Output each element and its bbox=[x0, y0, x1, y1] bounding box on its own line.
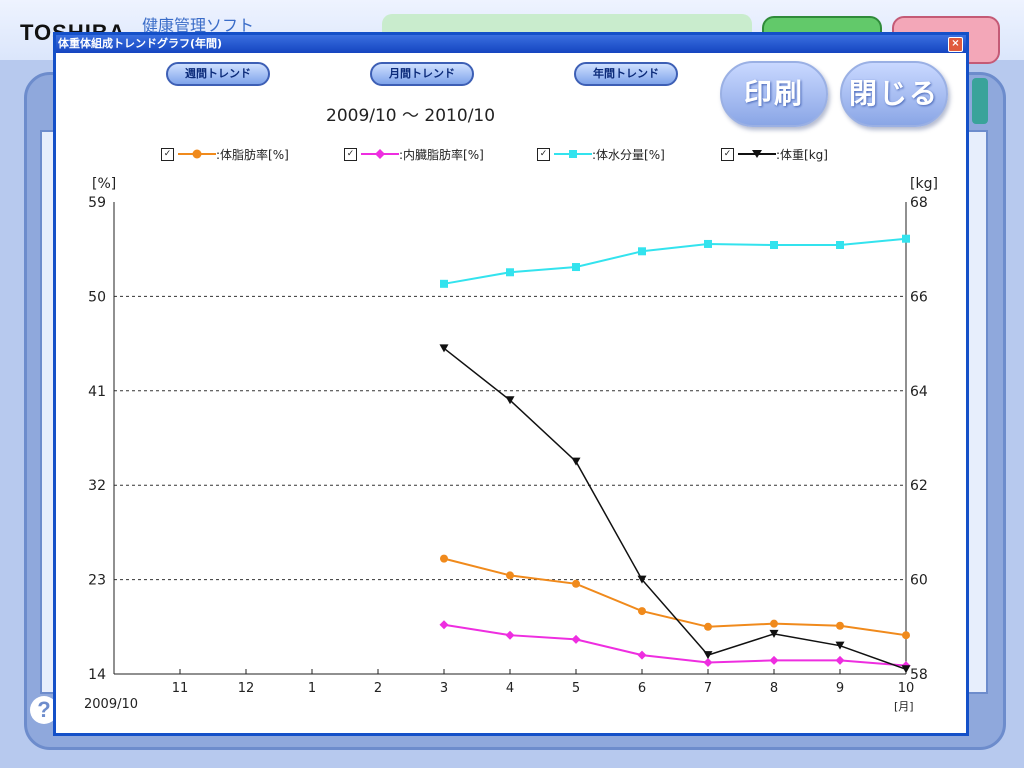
data-point bbox=[704, 622, 712, 631]
data-point bbox=[770, 619, 778, 628]
x-start-label: 2009/10 bbox=[84, 697, 138, 712]
data-point bbox=[835, 641, 845, 650]
data-point bbox=[637, 650, 647, 660]
y-right-tick-label: 66 bbox=[910, 289, 928, 305]
series-line bbox=[443, 347, 907, 670]
data-point bbox=[901, 665, 911, 674]
close-icon[interactable]: × bbox=[948, 37, 963, 52]
data-point bbox=[703, 651, 713, 660]
data-point bbox=[571, 634, 581, 644]
x-tick-label: 5 bbox=[572, 681, 580, 696]
dialog-titlebar: 体重体組成トレンドグラフ(年間) × bbox=[56, 35, 966, 53]
data-point bbox=[703, 657, 713, 667]
x-tick-label: 12 bbox=[238, 681, 255, 696]
y-left-tick-label: 59 bbox=[88, 195, 106, 211]
y-right-tick-label: 58 bbox=[910, 667, 928, 683]
y-left-unit: [%] bbox=[92, 176, 116, 192]
x-tick-label: 6 bbox=[638, 681, 646, 696]
data-point bbox=[902, 631, 910, 640]
data-point bbox=[769, 655, 779, 665]
data-point bbox=[902, 234, 910, 243]
data-point bbox=[572, 263, 580, 272]
data-point bbox=[505, 396, 515, 405]
x-tick-label: 1 bbox=[308, 681, 316, 696]
monthly-trend-button[interactable]: 月間トレンド bbox=[370, 62, 474, 86]
legend-marker-body-water bbox=[554, 150, 592, 158]
y-right-tick-label: 60 bbox=[910, 573, 928, 589]
dialog-title: 体重体組成トレンドグラフ(年間) bbox=[58, 37, 223, 50]
checkbox-body-water[interactable]: ✓ bbox=[537, 147, 550, 161]
y-right-tick-label: 64 bbox=[910, 384, 928, 400]
x-tick-label: 3 bbox=[440, 681, 448, 696]
x-tick-label: 9 bbox=[836, 681, 844, 696]
legend-label-body-water: :体水分量[%] bbox=[592, 147, 665, 162]
y-left-tick-label: 50 bbox=[88, 289, 106, 305]
print-button[interactable]: 印刷 bbox=[720, 61, 828, 127]
data-point bbox=[835, 655, 845, 665]
x-tick-label: 10 bbox=[898, 681, 915, 696]
data-point bbox=[439, 620, 449, 630]
data-point bbox=[770, 241, 778, 250]
data-point bbox=[638, 247, 646, 256]
x-unit-label: [月] bbox=[894, 700, 914, 713]
data-point bbox=[836, 621, 844, 630]
data-point bbox=[505, 630, 515, 640]
data-point bbox=[836, 241, 844, 250]
x-tick-label: 8 bbox=[770, 681, 778, 696]
data-point bbox=[506, 571, 514, 580]
y-left-tick-label: 23 bbox=[88, 573, 106, 589]
trend-graph-dialog: 体重体組成トレンドグラフ(年間) × 週間トレンド 月間トレンド 年間トレンド … bbox=[53, 32, 969, 736]
legend-marker-visceral-fat bbox=[361, 149, 399, 159]
data-point bbox=[638, 607, 646, 616]
data-point bbox=[571, 457, 581, 466]
period-range: 2009/10 〜 2010/10 bbox=[326, 106, 496, 126]
legend-item-body-water[interactable]: ✓ :体水分量[%] bbox=[537, 146, 665, 162]
y-left-tick-label: 14 bbox=[88, 667, 106, 683]
legend-label-visceral-fat: :内臓脂肪率[%] bbox=[399, 147, 484, 162]
data-point bbox=[440, 279, 448, 288]
legend-label-body-fat: :体脂肪率[%] bbox=[216, 147, 289, 162]
x-tick-label: 4 bbox=[506, 681, 514, 696]
yearly-trend-button[interactable]: 年間トレンド bbox=[574, 62, 678, 86]
checkbox-weight[interactable]: ✓ bbox=[721, 147, 734, 161]
legend-item-weight[interactable]: ✓ :体重[kg] bbox=[721, 146, 828, 162]
legend-item-body-fat[interactable]: ✓ :体脂肪率[%] bbox=[161, 146, 289, 162]
data-point bbox=[572, 579, 580, 588]
legend-marker-weight bbox=[738, 150, 776, 158]
data-point bbox=[637, 575, 647, 584]
app-side-tab[interactable] bbox=[972, 78, 988, 124]
x-tick-label: 2 bbox=[374, 681, 382, 696]
data-point bbox=[769, 629, 779, 638]
weekly-trend-button[interactable]: 週間トレンド bbox=[166, 62, 270, 86]
x-tick-label: 7 bbox=[704, 681, 712, 696]
y-right-unit: [kg] bbox=[910, 176, 938, 192]
close-button[interactable]: 閉じる bbox=[840, 61, 948, 127]
legend-item-visceral-fat[interactable]: ✓ :内臓脂肪率[%] bbox=[344, 146, 484, 162]
series-line bbox=[443, 237, 907, 285]
data-point bbox=[704, 239, 712, 248]
y-right-tick-label: 62 bbox=[910, 478, 928, 494]
checkbox-visceral-fat[interactable]: ✓ bbox=[344, 147, 357, 161]
app-title: 健康管理ソフト bbox=[142, 16, 255, 35]
y-left-tick-label: 41 bbox=[88, 384, 106, 400]
data-point bbox=[440, 554, 448, 563]
checkbox-body-fat[interactable]: ✓ bbox=[161, 147, 174, 161]
data-point bbox=[439, 344, 449, 353]
legend-label-weight: :体重[kg] bbox=[776, 147, 828, 162]
series-line bbox=[443, 557, 907, 637]
y-right-tick-label: 68 bbox=[910, 195, 928, 211]
legend-marker-body-fat bbox=[178, 149, 216, 159]
data-point bbox=[506, 268, 514, 277]
x-tick-label: 11 bbox=[172, 681, 189, 696]
series-line bbox=[443, 623, 907, 667]
y-left-tick-label: 32 bbox=[88, 478, 106, 494]
